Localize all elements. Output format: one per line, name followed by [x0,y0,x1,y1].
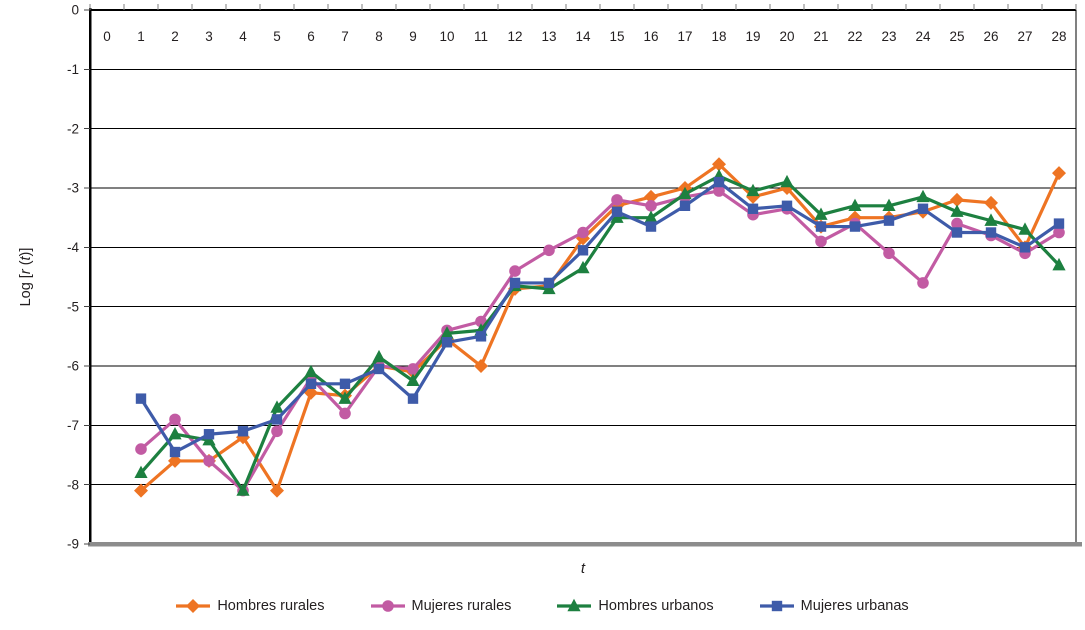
svg-text:27: 27 [1017,29,1032,44]
series-mujeres-rurales [135,185,1065,497]
diamond-marker-icon [176,599,211,613]
svg-text:-3: -3 [67,181,79,196]
x-axis-labels: 0 1 2 3 4 5 6 7 8 9 10 11 12 13 14 15 16 17 18 19 20 21 22 23 24… [103,29,1066,44]
legend-item-mujeres-urbanas: Mujeres urbanas [759,598,909,614]
svg-text:28: 28 [1051,29,1066,44]
svg-text:3: 3 [205,29,213,44]
legend-label: Hombres rurales [217,598,325,614]
svg-text:0: 0 [103,29,111,44]
y-axis-labels: 0 -1 -2 -3 -4 -5 -6 -7 -8 -9 [67,3,79,552]
legend-label: Mujeres rurales [411,598,512,614]
svg-text:6: 6 [307,29,315,44]
circle-marker-icon [370,600,405,612]
legend-item-hombres-urbanos: Hombres urbanos [557,598,714,614]
svg-text:2: 2 [171,29,179,44]
svg-text:12: 12 [507,29,522,44]
svg-text:-4: -4 [67,240,79,255]
chart-legend: Hombres rurales Mujeres rurales Hombres … [0,598,1085,614]
svg-text:-9: -9 [67,537,79,552]
svg-text:-1: -1 [67,62,79,77]
series-mujeres-urbanas [135,176,1065,458]
svg-text:5: 5 [273,29,281,44]
legend-label: Mujeres urbanas [800,598,909,614]
svg-text:21: 21 [813,29,828,44]
svg-text:0: 0 [71,3,79,18]
svg-text:-2: -2 [67,121,79,136]
axes [88,8,1082,547]
svg-text:11: 11 [474,29,488,44]
svg-text:19: 19 [745,29,760,44]
svg-text:20: 20 [779,29,794,44]
svg-text:25: 25 [949,29,964,44]
svg-text:-6: -6 [67,359,79,374]
triangle-marker-icon [557,598,592,612]
svg-text:-8: -8 [67,477,79,492]
svg-text:1: 1 [137,29,145,44]
svg-text:9: 9 [409,29,417,44]
svg-text:24: 24 [915,29,931,44]
svg-text:-7: -7 [67,418,79,433]
x-axis-title: t [581,560,586,577]
svg-text:18: 18 [711,29,726,44]
svg-text:10: 10 [439,29,454,44]
svg-text:13: 13 [541,29,556,44]
svg-text:15: 15 [609,29,624,44]
svg-text:-5: -5 [67,299,79,314]
series-hombres-urbanos [134,168,1066,496]
svg-text:22: 22 [847,29,862,44]
chart-canvas: 0 1 2 3 4 5 6 7 8 9 10 11 12 13 14 15 16 17 18 19 20 21 22 23 24… [18,3,1082,577]
svg-text:7: 7 [341,29,349,44]
svg-text:26: 26 [983,29,998,44]
legend-label: Hombres urbanos [598,598,714,614]
square-marker-icon [759,600,794,612]
svg-text:14: 14 [575,29,591,44]
legend-item-hombres-rurales: Hombres rurales [176,598,325,614]
y-axis-title: Log [r (t)] [18,248,34,307]
gridlines [90,68,1076,486]
svg-text:8: 8 [375,29,383,44]
legend-item-mujeres-rurales: Mujeres rurales [370,598,512,614]
tick-marks [84,4,1077,545]
svg-text:16: 16 [643,29,658,44]
svg-text:17: 17 [677,29,692,44]
svg-text:23: 23 [881,29,896,44]
svg-text:4: 4 [239,29,247,44]
